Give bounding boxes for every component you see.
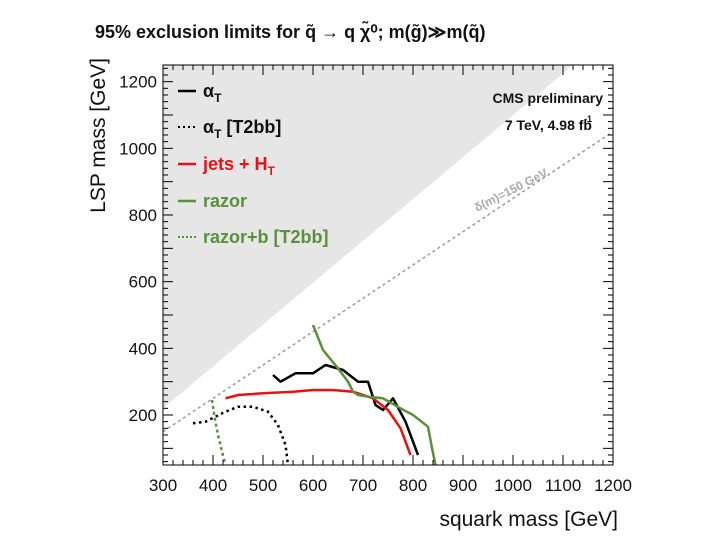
legend-label-3: razor xyxy=(203,191,247,211)
series-line-2 xyxy=(225,388,412,456)
series-line-4 xyxy=(210,399,227,465)
energy-lumi-label: 7 TeV, 4.98 fb xyxy=(505,117,592,133)
x-tick-label: 700 xyxy=(349,476,377,495)
series-line-3 xyxy=(311,324,437,465)
y-axis-label: LSP mass [GeV] xyxy=(87,58,110,213)
x-tick-label: 1100 xyxy=(545,476,582,495)
forbidden-region xyxy=(163,65,573,409)
legend-label-4: razor+b [T2bb] xyxy=(203,227,329,247)
y-tick-label: 800 xyxy=(129,206,157,225)
y-tick-label: 200 xyxy=(129,406,157,425)
legend-label-0: αT xyxy=(203,81,222,105)
x-tick-label: 600 xyxy=(299,476,327,495)
y-tick-label: 1000 xyxy=(119,139,157,158)
x-tick-label: 400 xyxy=(199,476,227,495)
x-tick-label: 800 xyxy=(399,476,427,495)
series-line-1 xyxy=(192,405,290,465)
series-line-0 xyxy=(272,363,420,456)
x-tick-label: 900 xyxy=(449,476,477,495)
plot-frame xyxy=(162,64,614,466)
x-tick-label: 1200 xyxy=(594,476,632,495)
lumi-superscript: -1 xyxy=(584,114,592,124)
y-tick-label: 1200 xyxy=(119,73,157,92)
legend-label-2: jets + HT xyxy=(202,154,276,178)
x-tick-label: 300 xyxy=(149,476,177,495)
y-tick-label: 600 xyxy=(129,273,157,292)
diagonal-line xyxy=(163,131,613,433)
diagonal-label: δ(m)=150 GeV xyxy=(472,166,550,215)
chart-title: 95% exclusion limits for q̃ → q χ̃⁰; m(g… xyxy=(95,22,486,42)
y-tick-label: 400 xyxy=(129,339,157,358)
x-axis-label: squark mass [GeV] xyxy=(439,508,618,531)
x-tick-label: 1000 xyxy=(494,476,532,495)
legend-label-1: αT [T2bb] xyxy=(203,117,281,141)
x-tick-label: 500 xyxy=(249,476,277,495)
cms-preliminary-label: CMS preliminary xyxy=(493,90,604,106)
